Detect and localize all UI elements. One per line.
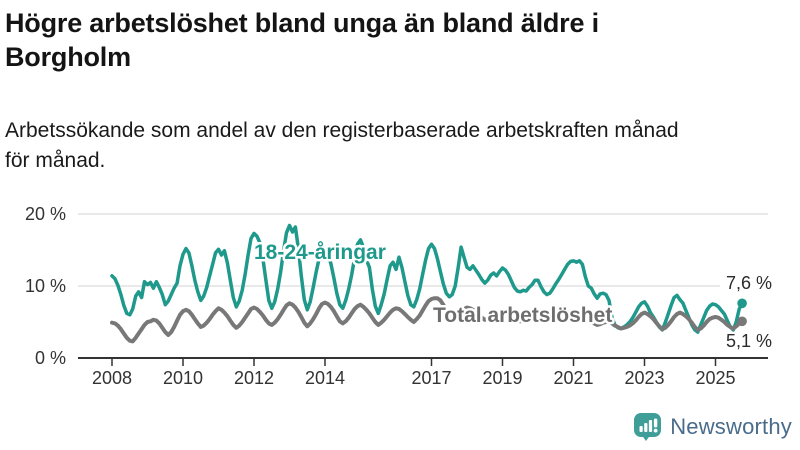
newsworthy-logo-text: Newsworthy	[670, 414, 792, 439]
x-tick-label: 2017	[411, 368, 451, 388]
x-axis-labels: 2008 2010 2012 2014 2017 2019 2021 2023 2025	[92, 368, 736, 388]
chart-subtitle: Arbetssökande som andel av den registerb…	[5, 116, 797, 176]
x-tick-label: 2021	[553, 368, 593, 388]
series-youth-label: 18-24-åringar	[254, 241, 386, 264]
series-end-dot	[737, 316, 747, 327]
x-tick-label: 2023	[624, 368, 664, 388]
page-title: Högre arbetslöshet bland unga än bland ä…	[5, 6, 797, 74]
chart-subtitle-line2: för månad.	[5, 149, 106, 172]
series-total-label: Total arbetslöshet	[433, 304, 612, 327]
x-tick-label: 2012	[234, 368, 274, 388]
y-axis-labels: 0 % 10 % 20 %	[25, 204, 66, 368]
gridlines	[78, 213, 768, 287]
series-end-dots	[737, 298, 747, 327]
x-tick-label: 2010	[163, 368, 203, 388]
x-axis-ticks	[111, 359, 717, 366]
y-tick-label: 0 %	[35, 348, 66, 368]
x-tick-label: 2008	[92, 368, 132, 388]
total-end-value-label: 5,1 %	[726, 331, 772, 351]
chart-subtitle-line1: Arbetssökande som andel av den registerb…	[5, 119, 679, 142]
y-tick-label: 20 %	[25, 204, 66, 224]
series-total-line	[110, 296, 745, 344]
x-tick-label: 2019	[482, 368, 522, 388]
y-tick-label: 10 %	[25, 276, 66, 296]
series-youth-line	[110, 223, 744, 334]
newsworthy-logo[interactable]: Newsworthy	[633, 410, 792, 444]
value-label-mask	[720, 273, 774, 292]
bar-chart-speech-bubble-icon	[634, 413, 662, 441]
x-tick-label: 2014	[305, 368, 345, 388]
youth-end-value-label: 7,6 %	[726, 273, 772, 293]
x-tick-label: 2025	[695, 368, 735, 388]
series-end-dot	[737, 298, 747, 309]
page-title-line1: Högre arbetslöshet bland unga än bland ä…	[5, 8, 599, 38]
page-title-line2: Borgholm	[5, 42, 131, 72]
